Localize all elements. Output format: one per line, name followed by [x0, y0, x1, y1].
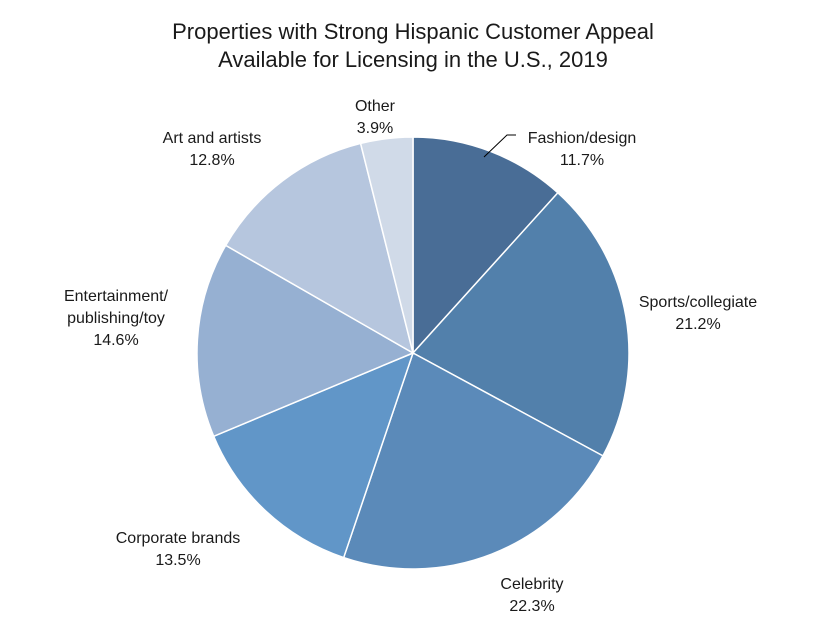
slice-label-other: Other 3.9% — [355, 98, 396, 137]
pie-slice-entertainment-publishing-toy — [196, 244, 415, 438]
slice-label-entertainment-publishing-toy: Entertainment/publishing/toy 14.6% — [64, 288, 169, 349]
pie-slice-other — [359, 136, 414, 354]
slice-label-fashion-design: Fashion/design 11.7% — [528, 130, 637, 169]
pie-slice-celebrity — [342, 351, 604, 570]
pie-slice-art-and-artists — [224, 142, 415, 355]
chart-title-line-1: Properties with Strong Hispanic Customer… — [172, 19, 654, 44]
slice-label-sports-collegiate: Sports/collegiate 21.2% — [639, 294, 757, 333]
chart-title-line-2: Available for Licensing in the U.S., 201… — [218, 47, 608, 72]
chart-title: Properties with Strong Hispanic Customer… — [0, 18, 826, 74]
pie-slice-corporate-brands — [212, 351, 415, 559]
slice-label-art-and-artists: Art and artists 12.8% — [163, 130, 262, 169]
pie-slice-fashion-design — [412, 136, 559, 355]
leader-line-fashion-design — [483, 134, 516, 158]
pie-slice-sports-collegiate — [411, 191, 630, 457]
slice-label-corporate-brands: Corporate brands 13.5% — [116, 530, 241, 569]
slice-label-celebrity: Celebrity 22.3% — [500, 576, 563, 615]
